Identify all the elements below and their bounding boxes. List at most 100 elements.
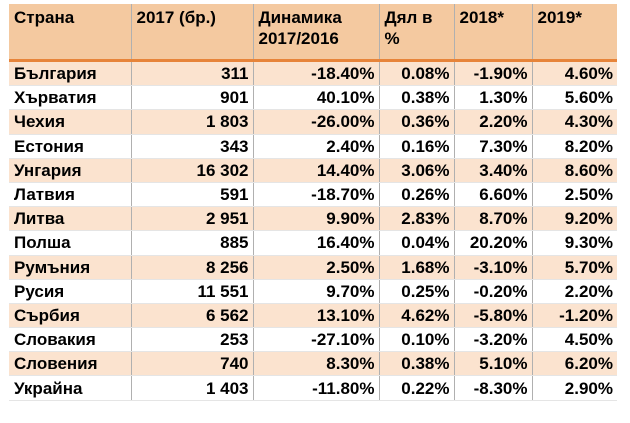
- cell-share: 0.22%: [378, 375, 454, 401]
- table-row: Латвия 591 -18.70% 0.26% 6.60% 2.50%: [9, 182, 617, 208]
- cell-2017-count: 11 551: [130, 279, 253, 304]
- cell-dynamics: 8.30%: [252, 351, 379, 377]
- table-row: Словакия 253 -27.10% 0.10% -3.20% 4.50%: [9, 327, 617, 353]
- cell-country: Словакия: [9, 327, 131, 353]
- cell-2019: 2.90%: [531, 375, 617, 401]
- cell-2018: -5.80%: [453, 303, 532, 329]
- cell-2017-count: 591: [130, 182, 253, 208]
- cell-2017-count: 1 403: [130, 375, 253, 401]
- cell-share: 0.25%: [378, 279, 454, 304]
- table-row: Чехия 1 803 -26.00% 0.36% 2.20% 4.30%: [9, 109, 617, 135]
- cell-dynamics: -27.10%: [252, 327, 379, 353]
- cell-2018: -3.10%: [453, 255, 532, 280]
- cell-dynamics: 14.40%: [252, 158, 379, 183]
- cell-dynamics: 9.90%: [252, 206, 379, 232]
- cell-country: България: [9, 60, 131, 87]
- cell-2017-count: 6 562: [130, 303, 253, 329]
- cell-country: Чехия: [9, 109, 131, 135]
- cell-2017-count: 1 803: [130, 109, 253, 135]
- cell-2018: 5.10%: [453, 351, 532, 377]
- table-row: България 311 -18.40% 0.08% -1.90% 4.60%: [9, 60, 617, 87]
- cell-share: 0.26%: [378, 182, 454, 208]
- cell-share: 0.10%: [378, 327, 454, 353]
- cell-dynamics: -18.70%: [252, 182, 379, 208]
- cell-2019: 2.50%: [531, 182, 617, 208]
- cell-country: Словения: [9, 351, 131, 377]
- cell-dynamics: 9.70%: [252, 279, 379, 304]
- cell-2019: 8.20%: [531, 134, 617, 159]
- cell-2017-count: 343: [130, 134, 253, 159]
- cell-2018: 1.30%: [453, 85, 532, 111]
- cell-2017-count: 740: [130, 351, 253, 377]
- cell-country: Хърватия: [9, 85, 131, 111]
- cell-2017-count: 253: [130, 327, 253, 353]
- table-row: Полша 885 16.40% 0.04% 20.20% 9.30%: [9, 230, 617, 256]
- cell-country: Украйна: [9, 375, 131, 401]
- cell-2018: 6.60%: [453, 182, 532, 208]
- data-table-container: Страна 2017 (бр.) Динамика 2017/2016 Дял…: [9, 4, 617, 401]
- header-dynamics: Динамика 2017/2016: [252, 4, 379, 62]
- header-2017-count: 2017 (бр.): [130, 4, 253, 62]
- table-row: Литва 2 951 9.90% 2.83% 8.70% 9.20%: [9, 206, 617, 232]
- table-header-row: Страна 2017 (бр.) Динамика 2017/2016 Дял…: [9, 4, 617, 62]
- cell-country: Румъния: [9, 255, 131, 280]
- cell-2019: 9.20%: [531, 206, 617, 232]
- cell-2019: 9.30%: [531, 230, 617, 256]
- cell-country: Сърбия: [9, 303, 131, 329]
- cell-2017-count: 311: [130, 60, 253, 87]
- cell-2019: -1.20%: [531, 303, 617, 329]
- cell-2018: 20.20%: [453, 230, 532, 256]
- cell-2017-count: 8 256: [130, 255, 253, 280]
- table-row: Русия 11 551 9.70% 0.25% -0.20% 2.20%: [9, 279, 617, 304]
- cell-dynamics: 13.10%: [252, 303, 379, 329]
- cell-dynamics: 2.50%: [252, 255, 379, 280]
- cell-country: Унгария: [9, 158, 131, 183]
- cell-share: 2.83%: [378, 206, 454, 232]
- cell-2018: -3.20%: [453, 327, 532, 353]
- table-row: Естония 343 2.40% 0.16% 7.30% 8.20%: [9, 134, 617, 159]
- cell-2019: 5.70%: [531, 255, 617, 280]
- cell-country: Естония: [9, 134, 131, 159]
- cell-dynamics: 2.40%: [252, 134, 379, 159]
- table-body: България 311 -18.40% 0.08% -1.90% 4.60% Хърват…: [9, 60, 617, 401]
- cell-2019: 4.50%: [531, 327, 617, 353]
- cell-2017-count: 901: [130, 85, 253, 111]
- table-row: Словения 740 8.30% 0.38% 5.10% 6.20%: [9, 351, 617, 377]
- cell-2018: -1.90%: [453, 60, 532, 87]
- table-row: Сърбия 6 562 13.10% 4.62% -5.80% -1.20%: [9, 303, 617, 329]
- cell-share: 0.38%: [378, 85, 454, 111]
- cell-country: Латвия: [9, 182, 131, 208]
- cell-dynamics: 40.10%: [252, 85, 379, 111]
- header-share: Дял в %: [378, 4, 454, 62]
- cell-country: Русия: [9, 279, 131, 304]
- cell-dynamics: -11.80%: [252, 375, 379, 401]
- cell-share: 0.36%: [378, 109, 454, 135]
- table-row: Украйна 1 403 -11.80% 0.22% -8.30% 2.90%: [9, 375, 617, 401]
- cell-share: 4.62%: [378, 303, 454, 329]
- header-2019: 2019*: [531, 4, 617, 62]
- header-country: Страна: [9, 4, 131, 62]
- header-2018: 2018*: [453, 4, 532, 62]
- cell-share: 0.08%: [378, 60, 454, 87]
- cell-share: 0.16%: [378, 134, 454, 159]
- country-data-table: Страна 2017 (бр.) Динамика 2017/2016 Дял…: [9, 4, 617, 401]
- table-row: Румъния 8 256 2.50% 1.68% -3.10% 5.70%: [9, 255, 617, 280]
- cell-2018: 3.40%: [453, 158, 532, 183]
- cell-2017-count: 885: [130, 230, 253, 256]
- cell-share: 0.04%: [378, 230, 454, 256]
- cell-share: 3.06%: [378, 158, 454, 183]
- cell-share: 1.68%: [378, 255, 454, 280]
- cell-2019: 4.30%: [531, 109, 617, 135]
- cell-dynamics: -18.40%: [252, 60, 379, 87]
- cell-2018: 2.20%: [453, 109, 532, 135]
- cell-2017-count: 2 951: [130, 206, 253, 232]
- cell-2019: 8.60%: [531, 158, 617, 183]
- cell-2017-count: 16 302: [130, 158, 253, 183]
- cell-2018: 7.30%: [453, 134, 532, 159]
- cell-2018: 8.70%: [453, 206, 532, 232]
- cell-dynamics: -26.00%: [252, 109, 379, 135]
- cell-2019: 5.60%: [531, 85, 617, 111]
- cell-2019: 6.20%: [531, 351, 617, 377]
- cell-dynamics: 16.40%: [252, 230, 379, 256]
- cell-2018: -0.20%: [453, 279, 532, 304]
